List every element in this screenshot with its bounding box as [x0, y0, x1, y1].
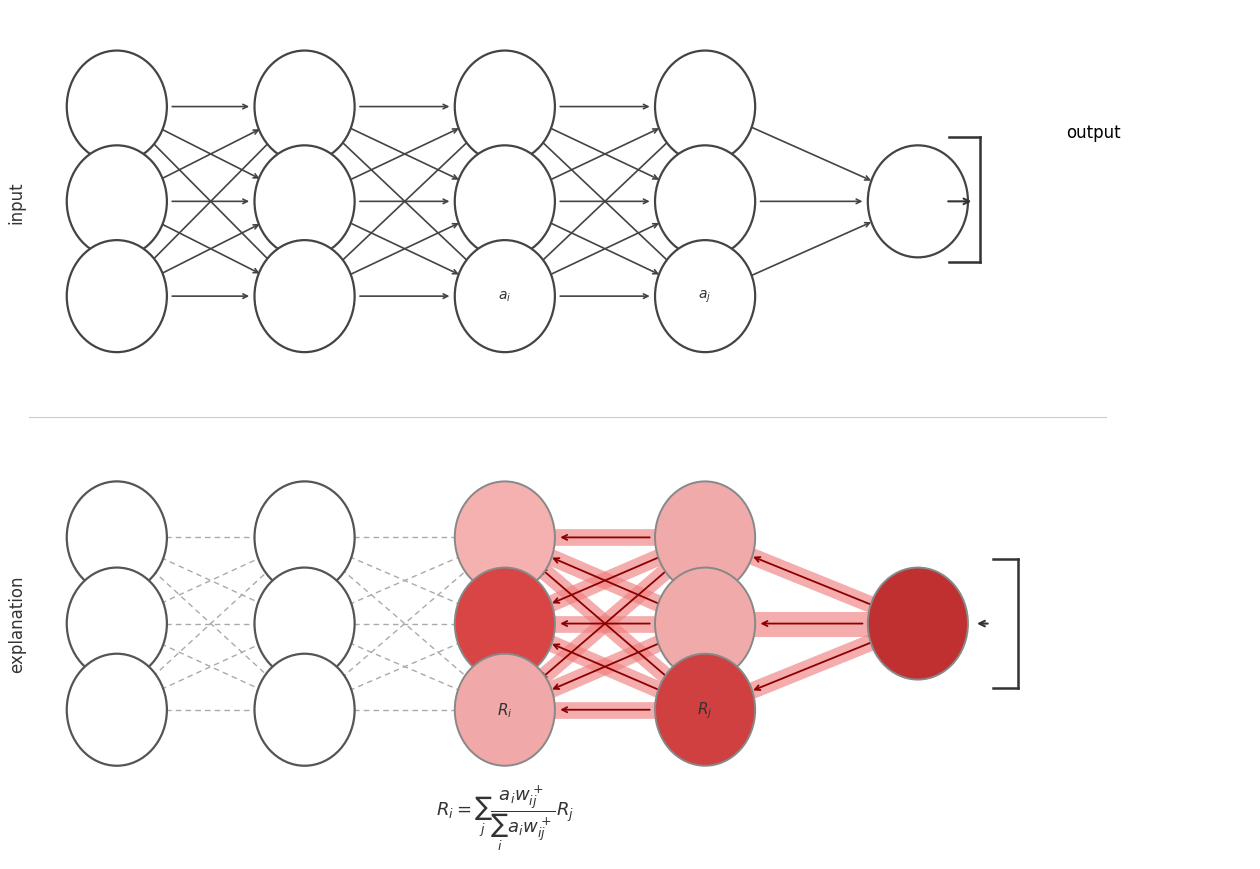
Ellipse shape [455, 654, 554, 766]
Ellipse shape [868, 568, 968, 680]
Ellipse shape [255, 241, 354, 353]
Ellipse shape [67, 146, 166, 258]
Ellipse shape [67, 568, 166, 680]
Ellipse shape [255, 654, 354, 766]
Ellipse shape [67, 241, 166, 353]
Ellipse shape [67, 51, 166, 163]
Ellipse shape [255, 146, 354, 258]
Ellipse shape [255, 481, 354, 594]
Text: $R_i = \sum_j \dfrac{a_i w_{ij}^+}{\sum_i a_i w_{ij}^+} R_j$: $R_i = \sum_j \dfrac{a_i w_{ij}^+}{\sum_… [436, 783, 573, 852]
Ellipse shape [868, 146, 968, 258]
Text: $R_i$: $R_i$ [498, 700, 513, 720]
Ellipse shape [455, 481, 554, 594]
Ellipse shape [67, 481, 166, 594]
Ellipse shape [655, 568, 755, 680]
Ellipse shape [455, 146, 554, 258]
Text: $a_j$: $a_j$ [698, 289, 712, 305]
Ellipse shape [655, 481, 755, 594]
Ellipse shape [655, 654, 755, 766]
Text: explanation: explanation [8, 575, 25, 673]
Ellipse shape [67, 654, 166, 766]
Ellipse shape [255, 568, 354, 680]
Ellipse shape [455, 568, 554, 680]
Text: $R_j$: $R_j$ [697, 700, 713, 720]
Ellipse shape [655, 146, 755, 258]
Text: $a_i$: $a_i$ [498, 289, 512, 304]
Ellipse shape [255, 51, 354, 163]
Ellipse shape [655, 51, 755, 163]
Text: output: output [1066, 124, 1120, 143]
Ellipse shape [455, 51, 554, 163]
Ellipse shape [655, 241, 755, 353]
Ellipse shape [455, 241, 554, 353]
Text: input: input [8, 181, 25, 223]
